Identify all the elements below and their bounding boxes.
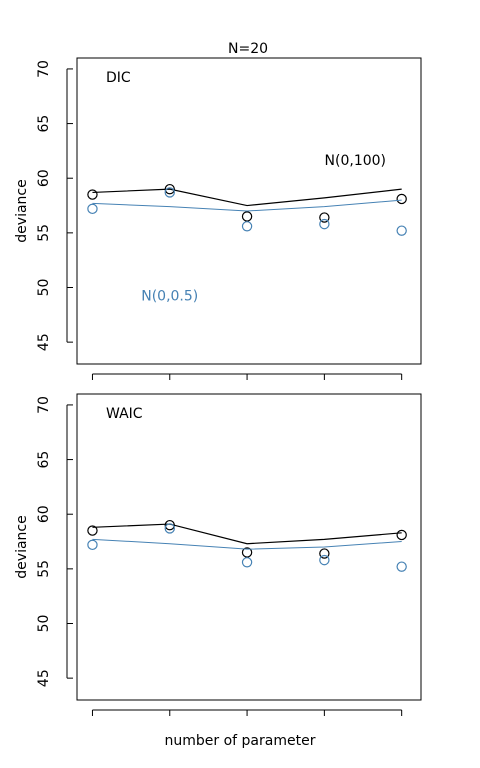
panel-label: DIC [106, 70, 131, 86]
plot-frame [76, 393, 422, 701]
data-point [164, 523, 175, 534]
data-point [241, 221, 253, 232]
y-tick-label: 55 [36, 560, 52, 578]
data-point [241, 547, 253, 558]
y-tick-label: 45 [36, 333, 52, 351]
y-tick-label: 60 [36, 169, 52, 187]
y-axis: 45 50 55 60 65 70 [36, 60, 73, 351]
y-tick-label: 50 [36, 615, 52, 633]
x-axis-label: number of parameter [165, 733, 316, 749]
data-point [87, 539, 98, 551]
series-annotation: N(0,0.5) [141, 289, 198, 305]
dic-panel: 45 50 55 60 65 70 deviance DIC N(0,100) N(0,0.5) [14, 57, 422, 380]
y-axis-label: deviance [14, 179, 30, 242]
data-point [396, 561, 407, 572]
y-tick-label: 55 [36, 224, 52, 242]
y-axis-label: deviance [14, 515, 30, 578]
series-annotation: N(0,100) [325, 153, 386, 169]
series-line [92, 199, 402, 212]
y-tick-label: 45 [36, 669, 52, 687]
figure-title: N=20 [228, 41, 268, 57]
data-point [87, 189, 98, 200]
series-line [92, 523, 402, 545]
x-axis [91, 709, 403, 716]
x-axis [91, 373, 403, 380]
panel-label: WAIC [106, 406, 143, 422]
data-point [164, 183, 175, 195]
data-point [164, 519, 175, 531]
data-point [319, 554, 330, 566]
data-point [396, 225, 407, 236]
series-line [92, 188, 402, 207]
y-tick-label: 65 [36, 451, 52, 469]
y-tick-label: 65 [36, 115, 52, 133]
data-point [319, 548, 330, 559]
data-point [164, 187, 175, 198]
y-tick-label: 60 [36, 505, 52, 523]
waic-panel: 45 50 55 60 65 70 deviance WAIC [14, 393, 422, 716]
data-point [241, 211, 253, 222]
y-tick-label: 70 [36, 60, 52, 78]
data-point [396, 193, 407, 205]
data-point [396, 529, 407, 541]
data-point [87, 203, 98, 215]
data-point [319, 218, 330, 230]
data-point [319, 212, 330, 223]
data-point [241, 557, 253, 568]
y-tick-label: 50 [36, 279, 52, 297]
y-tick-label: 70 [36, 396, 52, 414]
y-axis: 45 50 55 60 65 70 [36, 396, 73, 687]
plot-frame [76, 57, 422, 365]
data-point [87, 525, 98, 536]
series-line [92, 538, 402, 550]
